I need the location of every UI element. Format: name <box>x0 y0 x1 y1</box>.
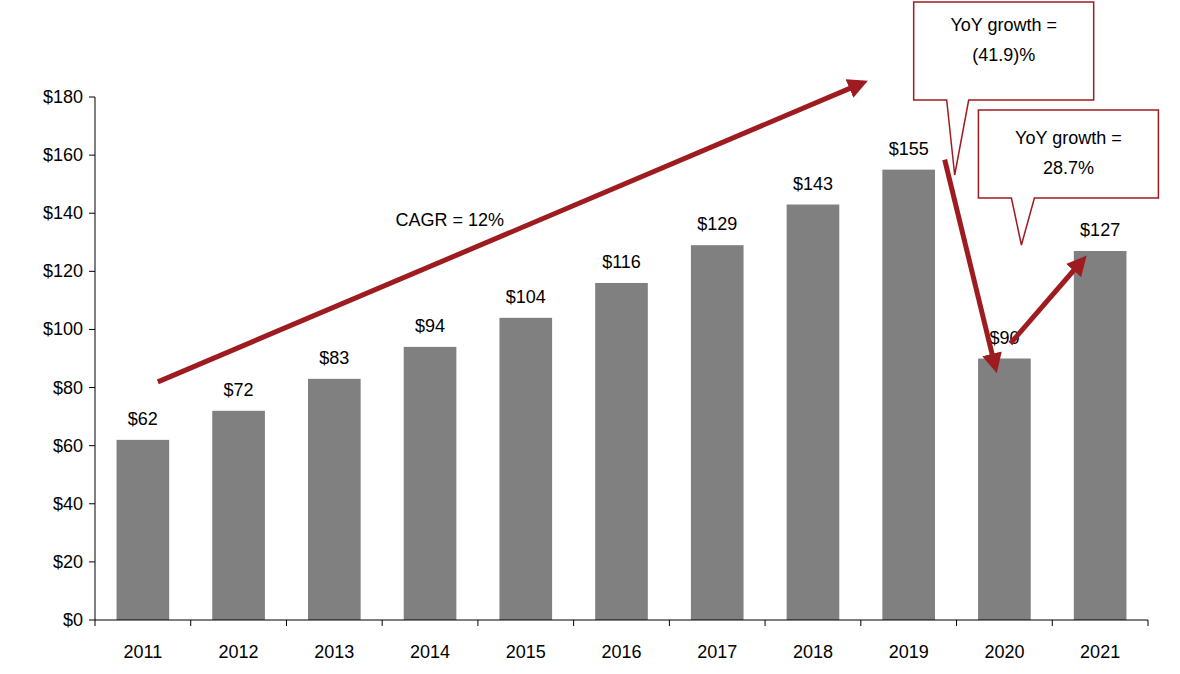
x-tick <box>1052 620 1053 626</box>
x-tick <box>477 620 478 626</box>
annotation-line: (41.9)% <box>972 45 1035 65</box>
y-tick-label: $40 <box>53 494 83 514</box>
x-tick-label: 2016 <box>601 642 641 662</box>
y-tick <box>89 387 95 388</box>
x-tick-label: 2020 <box>984 642 1024 662</box>
data-label: $94 <box>415 316 445 336</box>
annotation-line: YoY growth = <box>1015 128 1122 148</box>
x-tick <box>765 620 766 626</box>
y-tick-label: $120 <box>43 261 83 281</box>
data-label: $72 <box>224 380 254 400</box>
x-tick <box>190 620 191 626</box>
annotation: YoY growth = (41.9)% <box>950 15 1057 65</box>
y-tick-label: $20 <box>53 552 83 572</box>
trend-arrow <box>158 85 859 382</box>
annotation: CAGR = 12% <box>395 210 504 230</box>
data-label: $155 <box>889 139 929 159</box>
data-label: $104 <box>506 287 546 307</box>
x-tick <box>669 620 670 626</box>
y-tick-label: $180 <box>43 87 83 107</box>
x-tick-label: 2012 <box>219 642 259 662</box>
x-tick <box>382 620 383 626</box>
x-tick-label: 2018 <box>793 642 833 662</box>
y-tick <box>89 329 95 330</box>
annotation-line: 28.7% <box>1043 158 1094 178</box>
bar <box>595 283 648 620</box>
x-tick <box>286 620 287 626</box>
bars <box>117 170 1127 620</box>
x-axis <box>95 620 1148 621</box>
data-label: $127 <box>1080 220 1120 240</box>
y-tick <box>89 155 95 156</box>
annotation-line: YoY growth = <box>950 15 1057 35</box>
y-tick-label: $160 <box>43 145 83 165</box>
y-tick <box>89 213 95 214</box>
data-label: $83 <box>319 348 349 368</box>
bar <box>404 347 457 620</box>
y-tick <box>89 503 95 504</box>
x-tick-label: 2019 <box>889 642 929 662</box>
bar <box>308 379 361 620</box>
x-tick-label: 2011 <box>124 642 163 662</box>
chart: $0 $20 $40 $60 $80 $100 $120 $140 $160 $180 2011 20… <box>0 0 1180 674</box>
x-tick <box>573 620 574 626</box>
x-tick <box>860 620 861 626</box>
bar <box>1074 251 1127 620</box>
bar <box>117 440 170 620</box>
y-tick <box>89 561 95 562</box>
x-tick <box>956 620 957 626</box>
bar <box>978 359 1031 621</box>
y-tick <box>89 97 95 98</box>
y-tick <box>89 271 95 272</box>
data-label: $143 <box>793 174 833 194</box>
annotation: YoY growth = 28.7% <box>1015 128 1122 178</box>
trend-arrow <box>1010 263 1080 344</box>
data-label: $62 <box>128 409 158 429</box>
x-tick <box>1148 620 1149 626</box>
y-tick <box>89 620 95 621</box>
bar <box>499 318 552 620</box>
y-tick-label: $100 <box>43 319 83 339</box>
data-label: $116 <box>602 252 641 272</box>
y-axis <box>95 97 96 620</box>
y-tick-label: $140 <box>43 203 83 223</box>
x-tick-label: 2021 <box>1080 642 1120 662</box>
bar <box>787 205 840 620</box>
x-tick-label: 2013 <box>314 642 354 662</box>
bar <box>212 411 265 620</box>
bar <box>691 245 744 620</box>
x-tick-label: 2015 <box>506 642 546 662</box>
bar <box>882 170 935 620</box>
x-tick <box>95 620 96 626</box>
y-tick <box>89 445 95 446</box>
callout-box <box>978 110 1158 245</box>
data-label: $129 <box>697 214 737 234</box>
x-tick-label: 2014 <box>410 642 450 662</box>
y-tick-label: $0 <box>63 610 83 630</box>
x-tick-label: 2017 <box>697 642 737 662</box>
y-tick-label: $80 <box>53 378 83 398</box>
y-tick-label: $60 <box>53 436 83 456</box>
